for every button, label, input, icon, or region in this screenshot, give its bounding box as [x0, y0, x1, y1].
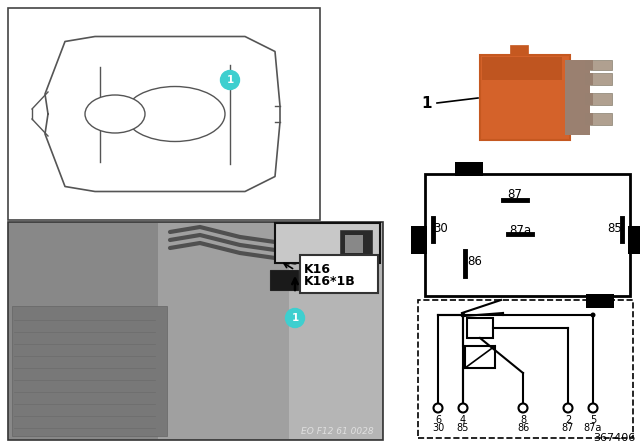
- FancyBboxPatch shape: [482, 57, 562, 80]
- Circle shape: [518, 404, 527, 413]
- Bar: [300, 255, 378, 293]
- Text: 367406: 367406: [593, 433, 635, 443]
- Text: 4: 4: [460, 415, 466, 425]
- Ellipse shape: [125, 86, 225, 142]
- Text: EO F12 61 0028: EO F12 61 0028: [301, 427, 374, 436]
- Bar: [8, 222, 383, 440]
- Text: 85: 85: [457, 423, 469, 433]
- Bar: [590, 60, 612, 70]
- Circle shape: [591, 313, 595, 318]
- Bar: [585, 60, 593, 70]
- Bar: [590, 93, 612, 105]
- Text: 1: 1: [291, 313, 299, 323]
- Bar: [585, 93, 593, 105]
- Bar: [418, 300, 633, 438]
- Text: 87: 87: [562, 423, 574, 433]
- Bar: [585, 113, 593, 125]
- Text: K16*1B: K16*1B: [304, 275, 356, 288]
- Bar: [12, 306, 167, 436]
- Text: 86: 86: [467, 254, 482, 267]
- Circle shape: [221, 70, 239, 90]
- Bar: [586, 294, 614, 308]
- Bar: [465, 346, 495, 368]
- Bar: [455, 162, 483, 176]
- Circle shape: [589, 404, 598, 413]
- Bar: [345, 235, 363, 253]
- Bar: [510, 45, 528, 55]
- Bar: [9, 223, 159, 439]
- Text: 86: 86: [517, 423, 529, 433]
- Bar: [585, 73, 593, 85]
- Bar: [467, 318, 493, 338]
- Circle shape: [433, 404, 442, 413]
- Circle shape: [563, 404, 573, 413]
- Bar: [565, 60, 590, 135]
- Bar: [289, 223, 382, 439]
- Text: 1: 1: [227, 75, 234, 85]
- Bar: [425, 174, 630, 296]
- Text: 85: 85: [607, 221, 622, 234]
- Bar: [340, 230, 372, 258]
- Text: 5: 5: [590, 415, 596, 425]
- Bar: [158, 223, 289, 439]
- Text: 87a: 87a: [584, 423, 602, 433]
- Bar: [628, 226, 640, 254]
- Bar: [590, 113, 612, 125]
- Ellipse shape: [85, 95, 145, 133]
- Circle shape: [458, 404, 467, 413]
- Circle shape: [461, 313, 465, 318]
- Text: 87: 87: [508, 188, 522, 201]
- Text: 8: 8: [520, 415, 526, 425]
- Text: 6: 6: [435, 415, 441, 425]
- Text: 2: 2: [565, 415, 571, 425]
- FancyBboxPatch shape: [480, 55, 570, 140]
- Text: 30: 30: [433, 221, 448, 234]
- Text: K16: K16: [304, 263, 331, 276]
- Text: 1: 1: [422, 95, 432, 111]
- Bar: [411, 226, 427, 254]
- Bar: [275, 223, 380, 263]
- Bar: [590, 73, 612, 85]
- Bar: [8, 8, 320, 220]
- Text: 87a: 87a: [509, 224, 531, 237]
- Circle shape: [285, 309, 305, 327]
- Text: 30: 30: [432, 423, 444, 433]
- Bar: [270, 270, 298, 290]
